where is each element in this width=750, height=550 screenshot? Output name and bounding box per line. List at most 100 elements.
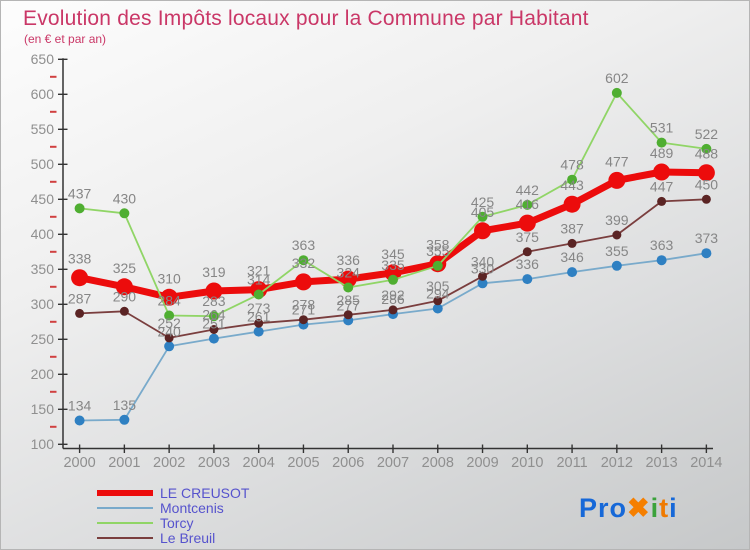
data-point-dot bbox=[477, 278, 488, 289]
data-point-dot bbox=[608, 171, 626, 189]
data-point-label: 251 bbox=[202, 316, 226, 332]
data-point-dot bbox=[387, 274, 398, 285]
x-axis-tick-label: 2009 bbox=[466, 455, 498, 471]
legend-item-torcy: Torcy bbox=[97, 515, 249, 530]
data-point-dot bbox=[75, 308, 85, 318]
data-point-dot bbox=[384, 264, 402, 282]
data-point-label: 387 bbox=[560, 220, 584, 236]
y-axis-tick-label: 600 bbox=[31, 86, 55, 102]
legend-label-torcy: Torcy bbox=[160, 514, 194, 531]
data-point-dot bbox=[522, 247, 532, 257]
data-point-dot bbox=[701, 194, 711, 204]
data-point-label: 345 bbox=[381, 246, 405, 262]
logo-letter: i bbox=[669, 493, 678, 523]
data-point-dot bbox=[71, 269, 89, 287]
data-point-dot bbox=[474, 222, 492, 240]
data-point-label: 285 bbox=[337, 292, 361, 308]
data-point-label: 522 bbox=[695, 126, 719, 142]
data-point-label: 292 bbox=[381, 287, 405, 303]
data-point-label: 375 bbox=[516, 229, 540, 245]
data-point-label: 286 bbox=[381, 291, 405, 307]
data-point-dot bbox=[119, 414, 130, 425]
x-axis-tick-label: 2011 bbox=[556, 455, 587, 471]
data-point-label: 346 bbox=[560, 249, 584, 265]
data-point-dot bbox=[209, 325, 219, 334]
data-point-label: 405 bbox=[471, 204, 495, 220]
data-point-label: 355 bbox=[426, 243, 450, 259]
data-point-dot bbox=[432, 303, 443, 314]
data-point-dot bbox=[388, 305, 398, 315]
data-point-dot bbox=[657, 196, 667, 206]
data-point-label: 305 bbox=[426, 278, 450, 294]
data-point-label: 363 bbox=[292, 237, 316, 253]
line-chart-canvas: 100 150 200 250 300 350 400 450 500 550 600 650 2000… bbox=[31, 51, 723, 471]
data-point-dot bbox=[567, 267, 578, 278]
data-point-dot bbox=[74, 415, 85, 426]
y-axis-tick-label: 250 bbox=[31, 331, 55, 347]
data-point-dot bbox=[611, 260, 622, 271]
data-point-dot bbox=[253, 326, 264, 337]
x-axis-tick-label: 2012 bbox=[601, 455, 633, 471]
data-point-dot bbox=[567, 174, 578, 185]
legend-swatch-le-breuil bbox=[97, 536, 153, 539]
data-point-dot bbox=[567, 238, 577, 248]
data-point-dot bbox=[522, 199, 533, 210]
x-axis-tick-label: 2002 bbox=[153, 455, 185, 471]
data-point-label: 314 bbox=[247, 272, 271, 288]
logo-letter: r bbox=[598, 493, 610, 523]
data-point-dot bbox=[74, 203, 85, 214]
data-point-label: 338 bbox=[68, 251, 92, 267]
data-point-label: 335 bbox=[381, 257, 405, 273]
data-point-label: 290 bbox=[113, 288, 137, 304]
legend-swatch-le-creusot bbox=[97, 489, 153, 496]
y-axis-tick-label: 650 bbox=[31, 51, 55, 67]
chart-area: 100 150 200 250 300 350 400 450 500 550 600 650 2000… bbox=[1, 1, 750, 481]
data-point-label: 271 bbox=[292, 302, 316, 318]
data-point-label: 278 bbox=[292, 297, 316, 313]
data-point-label: 277 bbox=[337, 297, 361, 313]
data-point-dot bbox=[208, 311, 219, 322]
data-point-dot bbox=[160, 288, 178, 306]
legend-item-montcenis: Montcenis bbox=[97, 500, 249, 515]
logo-letter: ✖ bbox=[627, 493, 651, 523]
x-axis-tick-label: 2001 bbox=[108, 455, 140, 471]
x-axis-tick-label: 2010 bbox=[511, 455, 543, 471]
data-point-label: 478 bbox=[560, 157, 584, 173]
data-point-label: 135 bbox=[113, 397, 137, 413]
data-point-dot bbox=[164, 341, 175, 352]
legend-item-le-creusot: LE CREUSOT bbox=[97, 485, 249, 500]
data-point-dot bbox=[701, 143, 712, 154]
data-point-label: 340 bbox=[471, 253, 495, 269]
logo-letter: o bbox=[609, 493, 628, 523]
data-point-dot bbox=[563, 195, 581, 213]
proxiti-logo: Pro✖iti bbox=[579, 493, 678, 524]
data-point-label: 425 bbox=[471, 194, 495, 210]
y-axis-tick-label: 500 bbox=[31, 156, 55, 172]
legend-swatch-torcy bbox=[97, 521, 153, 524]
data-point-dot bbox=[518, 214, 536, 232]
data-point-label: 332 bbox=[292, 255, 316, 271]
y-axis-tick-label: 150 bbox=[31, 401, 55, 417]
data-point-label: 399 bbox=[605, 212, 629, 228]
data-point-dot bbox=[205, 282, 223, 300]
data-point-dot bbox=[298, 255, 309, 266]
data-point-label: 252 bbox=[157, 315, 181, 331]
data-point-dot bbox=[432, 260, 443, 271]
data-point-dot bbox=[433, 296, 443, 306]
data-point-label: 416 bbox=[516, 196, 540, 212]
data-point-label: 283 bbox=[202, 293, 226, 309]
data-point-dot bbox=[656, 255, 667, 266]
data-point-label: 240 bbox=[157, 323, 181, 339]
data-point-label: 325 bbox=[113, 260, 137, 276]
data-point-label: 477 bbox=[605, 153, 629, 169]
y-axis-tick-label: 300 bbox=[31, 296, 55, 312]
data-point-label: 450 bbox=[695, 176, 719, 192]
page-title: Evolution des Impôts locaux pour la Comm… bbox=[23, 7, 589, 30]
x-axis-tick-label: 2014 bbox=[690, 455, 722, 471]
data-point-label: 330 bbox=[471, 260, 495, 276]
legend-label-le-breuil: Le Breuil bbox=[160, 529, 216, 546]
y-axis-tick-label: 450 bbox=[31, 191, 55, 207]
data-point-dot bbox=[119, 208, 130, 219]
data-point-label: 373 bbox=[695, 230, 719, 246]
data-point-label: 336 bbox=[516, 256, 540, 272]
